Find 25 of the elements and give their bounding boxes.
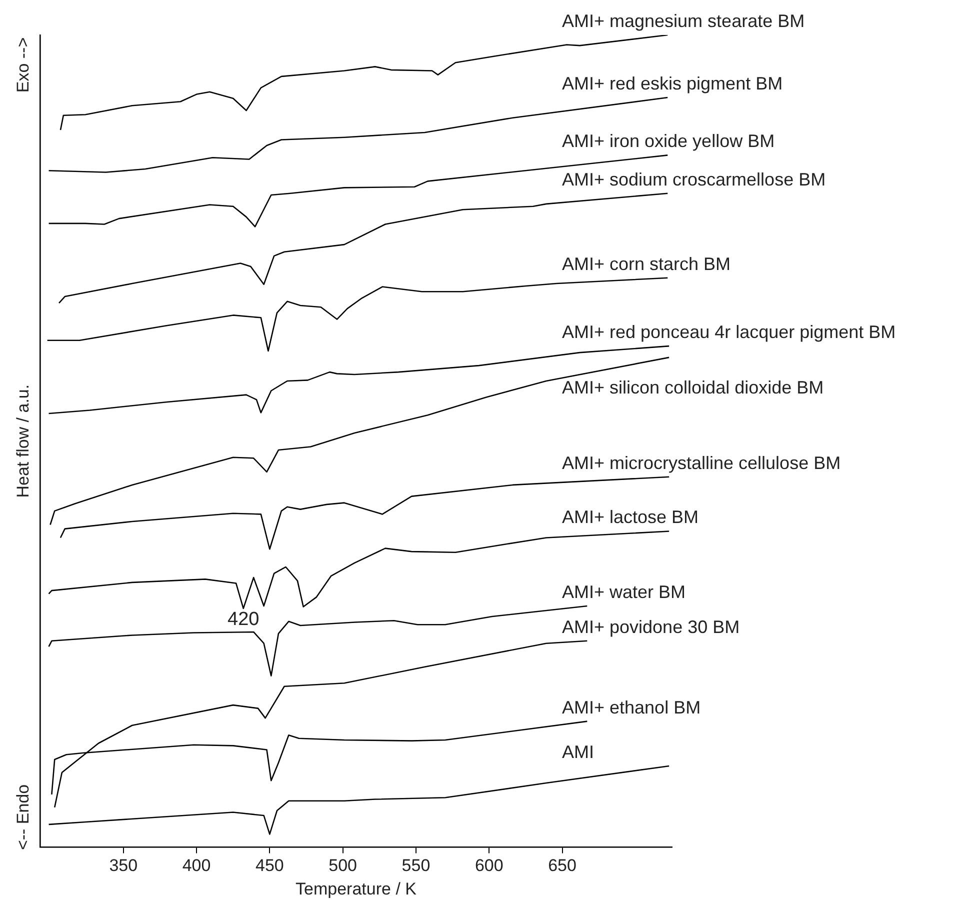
series-label: AMI+ lactose BM: [562, 507, 699, 528]
series-label: AMI+ water BM: [562, 582, 686, 602]
series-label: AMI+ silicon colloidal dioxide BM: [562, 377, 824, 398]
x-tick-label: 650: [548, 856, 576, 876]
x-tick-label: 500: [328, 856, 358, 876]
x-tick-label: 400: [182, 856, 211, 876]
x-tick-label: 350: [109, 856, 138, 876]
series-label: AMI+ povidone 30 BM: [562, 616, 740, 637]
x-tick-label: 600: [474, 856, 504, 876]
y-axis-title: Heat flow / a.u.: [14, 384, 33, 498]
series-label: AMI+ corn starch BM: [562, 254, 731, 274]
series-label: AMI: [562, 742, 594, 762]
text: Exo -->: [14, 37, 33, 93]
series-label: AMI+ microcrystalline cellulose BM: [562, 452, 841, 473]
x-axis-title: Temperature / K: [296, 879, 418, 898]
series-label: AMI+ ethanol BM: [562, 697, 701, 718]
annotation: 420: [228, 609, 260, 630]
text: <-- Endo: [14, 784, 33, 850]
series-label: AMI+ red eskis pigment BM: [562, 74, 783, 94]
series-label: AMI+ sodium croscarmellose BM: [562, 169, 826, 190]
series-label: AMI+ iron oxide yellow BM: [562, 131, 775, 152]
series-label: AMI+ red ponceau 4r lacquer pigment BM: [562, 322, 896, 342]
series-label: AMI+ magnesium stearate BM: [562, 10, 805, 31]
x-tick-label: 450: [256, 856, 284, 876]
x-tick-label: 550: [402, 856, 430, 876]
